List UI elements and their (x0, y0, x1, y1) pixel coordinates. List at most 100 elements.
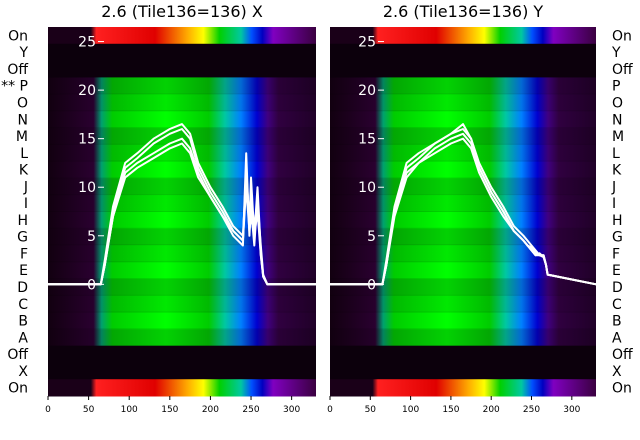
chart-title: 2.6 (Tile136=136) Y (383, 2, 544, 21)
row-label: Y (611, 45, 621, 61)
y-tick-label: 5 (87, 229, 96, 245)
row-label: O (612, 95, 623, 111)
heatmap-row (48, 161, 316, 179)
heatmap-row (330, 261, 596, 280)
row-label: B (612, 314, 622, 330)
row-label: F (612, 246, 620, 262)
row-label: K (19, 163, 29, 179)
row-label: H (612, 213, 623, 229)
row-label: A (18, 330, 28, 346)
heatmap-row (330, 328, 596, 347)
heatmap-row (48, 60, 316, 78)
heatmap-row (330, 177, 596, 196)
heatmap-row (48, 194, 316, 212)
row-label: L (612, 146, 620, 162)
heatmap-row (330, 345, 596, 363)
row-label: K (612, 163, 622, 179)
heatmap-row (330, 194, 596, 212)
x-tick-label: 300 (283, 405, 300, 415)
row-label: C (18, 297, 28, 313)
row-label: X (18, 364, 28, 380)
row-label: B (18, 314, 28, 330)
heatmap-row (330, 211, 596, 229)
heatmap-row (330, 110, 596, 129)
row-label: On (612, 381, 632, 397)
row-label: M (612, 129, 624, 145)
x-tick-label: 300 (563, 405, 580, 415)
row-label: J (611, 179, 616, 195)
series-line (330, 132, 597, 286)
heatmap-row (48, 77, 316, 95)
x-tick-label: 0 (45, 405, 51, 415)
row-label: J (23, 179, 28, 195)
row-label: Off (612, 62, 633, 78)
heatmap-row (48, 177, 316, 196)
heatmap-row (330, 228, 596, 246)
row-label: I (612, 196, 616, 212)
heatmap-row (48, 94, 316, 112)
row-label: E (612, 263, 621, 279)
heatmap-row (48, 110, 316, 129)
heatmap-row (48, 27, 316, 45)
row-label: M (16, 129, 28, 145)
heatmap-row (330, 127, 596, 145)
x-tick-label: 100 (402, 405, 419, 415)
row-label: N (18, 112, 28, 128)
series-line (48, 137, 316, 286)
x-tick-label: 150 (442, 405, 459, 415)
heatmap-row (48, 312, 316, 330)
heatmap-row (48, 345, 316, 363)
row-label: Off (7, 347, 28, 363)
chart-panel-y: 2.6 (Tile136=136) YOnYOffPONMLKJIHGFEDCB… (327, 2, 633, 415)
y-tick-label: 0 (87, 277, 96, 293)
row-label: Y (18, 45, 28, 61)
x-tick-label: 100 (121, 405, 138, 415)
row-label: On (612, 28, 632, 44)
y-tick-label: 15 (78, 132, 96, 148)
heatmap-row (48, 379, 316, 397)
x-tick-label: 50 (365, 405, 377, 415)
heatmap-row (330, 379, 596, 397)
row-label: On (8, 28, 28, 44)
heatmap-row (330, 245, 596, 263)
row-label: E (19, 263, 28, 279)
heatmap-row (330, 278, 596, 296)
y-tick-label: 10 (78, 180, 96, 196)
heatmap-row (48, 328, 316, 347)
row-label: X (612, 364, 622, 380)
heatmap-row (330, 161, 596, 179)
row-label: Off (7, 62, 28, 78)
row-label: ** P (1, 79, 28, 95)
heatmap-row (330, 144, 596, 162)
y-tick-label: 25 (358, 35, 376, 51)
chart-title: 2.6 (Tile136=136) X (101, 2, 263, 21)
x-tick-label: 200 (483, 405, 500, 415)
y-tick-label: 0 (367, 277, 376, 293)
heatmap-row (48, 261, 316, 280)
y-tick-label: 5 (367, 229, 376, 245)
heatmap-row (330, 60, 596, 78)
row-label: G (17, 230, 28, 246)
row-label: C (612, 297, 622, 313)
heatmap-row (48, 245, 316, 263)
x-tick-label: 250 (523, 405, 540, 415)
x-tick-label: 50 (83, 405, 95, 415)
x-tick-label: 150 (161, 405, 178, 415)
y-tick-label: 15 (358, 132, 376, 148)
heatmap-row (330, 295, 596, 313)
y-tick-label: 20 (358, 83, 376, 99)
row-label: N (612, 112, 622, 128)
heatmap-row (48, 43, 316, 62)
heatmap-row (330, 94, 596, 112)
series-line (48, 123, 316, 286)
row-label: G (612, 230, 623, 246)
heatmap-row (330, 43, 596, 62)
y-tick-label: 10 (358, 180, 376, 196)
y-tick-label: 25 (78, 35, 96, 51)
row-label: On (8, 381, 28, 397)
row-label: I (24, 196, 28, 212)
heatmap-row (330, 362, 596, 380)
heatmap-row (48, 211, 316, 229)
